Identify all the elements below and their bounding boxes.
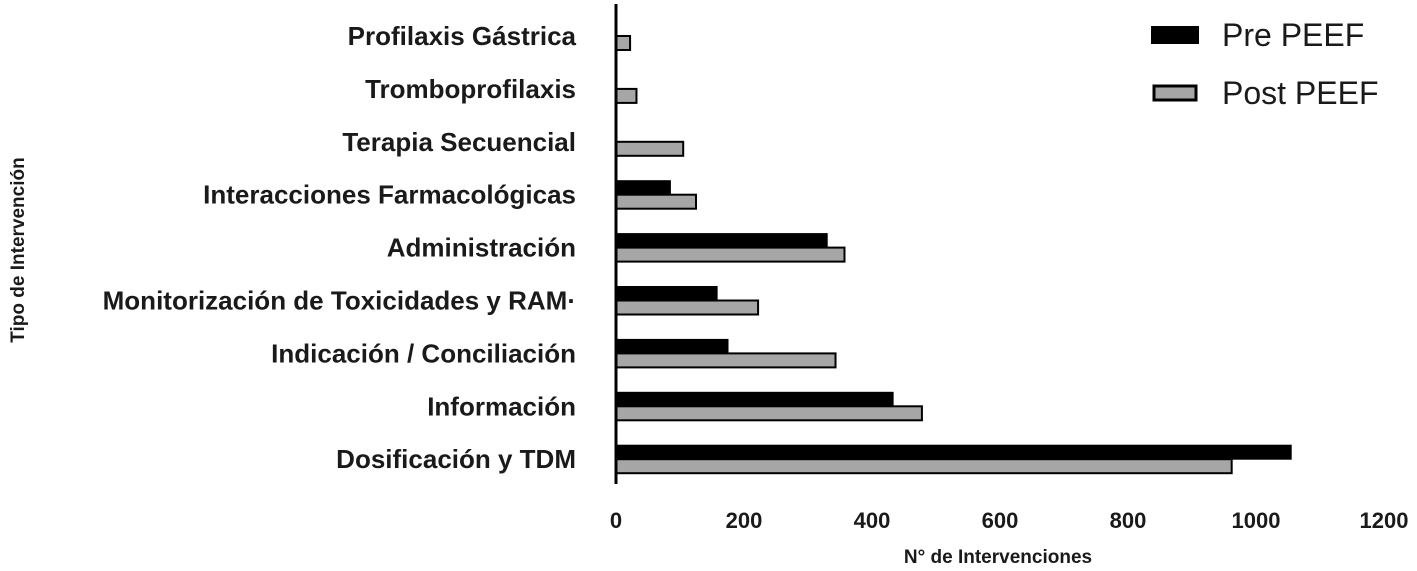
bar-pre-peef — [615, 444, 1292, 460]
bar-pre-peef — [615, 180, 671, 196]
bar-pre-peef — [615, 286, 718, 301]
category-labels: Profilaxis Gástrica Tromboprofilaxis Terap… — [103, 21, 577, 474]
bar-post-peef — [615, 352, 837, 369]
x-tick-label: 200 — [726, 508, 763, 533]
bar-post-peef — [615, 140, 685, 157]
category-label: Dosificación y TDM — [336, 444, 576, 474]
x-axis-title: N° de Intervenciones — [904, 547, 1092, 568]
bar-post-peef — [615, 299, 760, 316]
bar-post-peef — [615, 35, 632, 51]
x-tick-labels: 0 200 400 600 800 1000 1200 — [610, 508, 1409, 533]
category-label: Monitorización de Toxicidades y RAM· — [103, 286, 576, 316]
category-label: Administración — [387, 233, 576, 263]
bar-pre-peef — [615, 391, 894, 407]
category-label: Información — [427, 391, 576, 421]
bar-pre-peef — [615, 338, 729, 354]
category-label: Profilaxis Gástrica — [348, 21, 577, 51]
bar-post-peef — [615, 458, 1233, 475]
y-axis-title: Tipo de Intervención — [8, 157, 29, 342]
x-tick-label: 1200 — [1360, 508, 1409, 533]
bar-post-peef — [615, 193, 697, 210]
bar-pre-peef — [615, 233, 828, 249]
legend-label-pre: Pre PEEF — [1222, 17, 1364, 53]
bar-post-peef — [615, 87, 638, 104]
category-label: Tromboprofilaxis — [365, 74, 576, 104]
legend-swatch-post — [1152, 84, 1198, 102]
bars-group — [615, 35, 1292, 475]
legend: Pre PEEF Post PEEF — [1151, 17, 1379, 111]
legend-label-post: Post PEEF — [1222, 75, 1379, 111]
x-tick-label: 1000 — [1232, 508, 1281, 533]
category-label: Terapia Secuencial — [342, 127, 576, 157]
category-label: Indicación / Conciliación — [271, 338, 576, 368]
x-tick-label: 600 — [982, 508, 1019, 533]
x-tick-label: 400 — [854, 508, 891, 533]
legend-swatch-pre — [1151, 26, 1199, 44]
x-tick-label: 0 — [610, 508, 622, 533]
category-label: Interacciones Farmacológicas — [203, 180, 576, 210]
x-tick-label: 800 — [1110, 508, 1147, 533]
bar-post-peef — [615, 405, 923, 422]
bar-post-peef — [615, 246, 846, 263]
